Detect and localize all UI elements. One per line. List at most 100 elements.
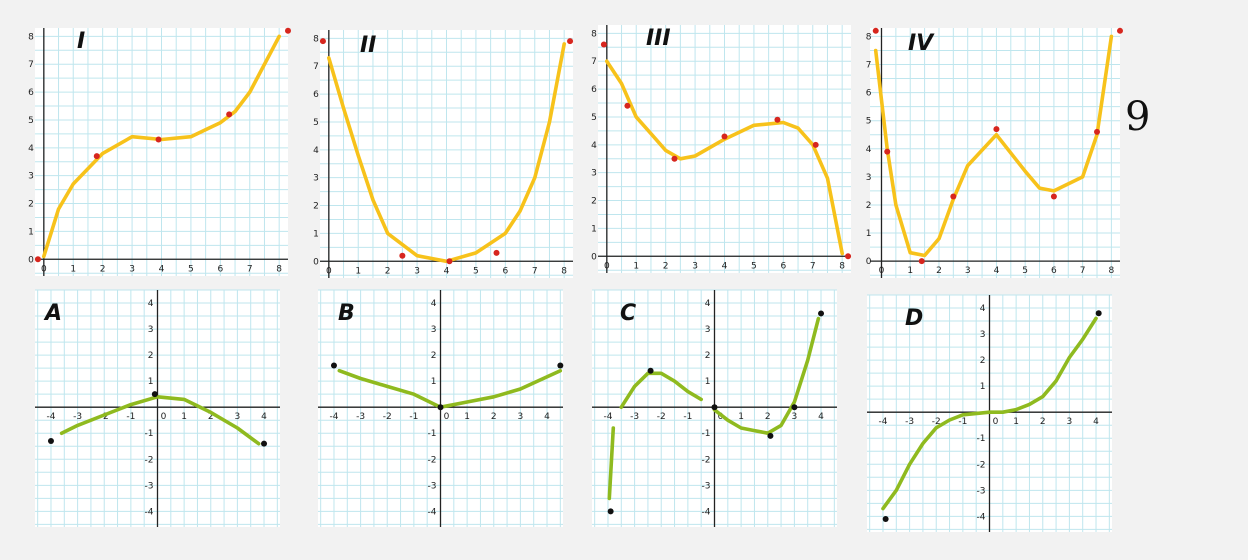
x-tick-label: 2	[936, 266, 942, 276]
y-tick-label: 1	[866, 229, 872, 239]
data-point	[818, 310, 825, 317]
y-tick-label: 4	[866, 145, 872, 155]
data-point	[721, 133, 728, 140]
x-tick-label: 0	[326, 266, 332, 276]
x-tick-label: 0	[879, 266, 885, 276]
data-point	[47, 438, 54, 445]
y-tick-label: 4	[705, 299, 711, 309]
x-tick-label: 2	[1040, 417, 1046, 427]
x-tick-label: 4	[818, 412, 824, 422]
data-point	[624, 102, 631, 109]
y-tick-label: 8	[313, 34, 319, 44]
graph-panel-c: -4 -3 -2 -1 0 1 2 3 4 -4 -3 -2 -1 1 2 3 4 C	[592, 289, 837, 527]
y-tick-label: 5	[28, 116, 34, 126]
y-tick-label: 1	[28, 227, 34, 237]
panel-label: IV	[908, 31, 935, 56]
panel-label: I	[77, 29, 85, 54]
x-tick-label: 2	[491, 412, 497, 422]
x-tick-label: 0	[161, 412, 167, 422]
x-tick-label: 1	[1013, 417, 1019, 427]
x-tick-label: 5	[751, 261, 757, 271]
y-tick-label: 1	[313, 229, 319, 239]
graph-panel-iii: 0 1 2 3 4 5 6 7 8 0 1 2 3 4 5 6 7 8 III	[591, 25, 852, 273]
y-tick-label: 1	[148, 377, 154, 387]
y-tick-label: 3	[980, 330, 986, 340]
panel-label: II	[360, 33, 376, 58]
x-tick-label: 8	[561, 266, 567, 276]
x-tick-label: 3	[965, 266, 971, 276]
y-tick-label: -1	[428, 429, 437, 439]
x-tick-label: 4	[159, 264, 165, 274]
data-point	[884, 148, 891, 155]
data-point	[812, 141, 819, 148]
y-tick-label: 7	[313, 62, 319, 72]
y-tick-label: 3	[866, 173, 872, 183]
panel-label: C	[620, 301, 636, 326]
data-point	[34, 256, 41, 263]
x-tick-label: -3	[356, 412, 365, 422]
data-point	[1095, 310, 1102, 317]
x-tick-label: -1	[683, 412, 692, 422]
y-tick-label: 1	[705, 377, 711, 387]
y-tick-label: 2	[148, 351, 154, 361]
x-tick-label: 1	[738, 412, 744, 422]
data-point	[567, 38, 574, 45]
y-tick-label: 4	[431, 299, 437, 309]
y-tick-label: -2	[145, 455, 154, 465]
x-tick-label: 5	[473, 266, 479, 276]
data-point	[226, 111, 233, 118]
x-tick-label: 7	[247, 264, 253, 274]
y-tick-label: -3	[145, 481, 154, 491]
y-tick-label: 6	[313, 90, 319, 100]
data-point	[330, 362, 337, 369]
y-tick-label: 0	[866, 257, 872, 267]
y-tick-label: -3	[702, 481, 711, 491]
graph-panel-a: -4 -3 -2 -1 0 1 2 3 4 -4 -3 -2 -1 1 2 3 4 A	[35, 289, 280, 527]
x-tick-label: 3	[792, 412, 798, 422]
x-tick-label: 0	[993, 417, 999, 427]
data-point	[319, 38, 326, 45]
x-tick-label: 2	[208, 412, 214, 422]
y-tick-label: 2	[591, 197, 597, 207]
data-point	[399, 252, 406, 259]
x-tick-label: -3	[73, 412, 82, 422]
x-tick-label: 3	[414, 266, 420, 276]
graph-panel-iv: 0 1 2 3 4 5 6 7 8 0 1 2 3 4 5 6 7 8 IV	[866, 27, 1123, 278]
y-tick-label: 3	[431, 325, 437, 335]
series-line	[873, 34, 1114, 258]
data-point	[711, 404, 718, 411]
data-point	[93, 153, 100, 160]
x-tick-label: -4	[329, 412, 338, 422]
x-tick-label: -2	[657, 412, 666, 422]
x-tick-label: 5	[1022, 266, 1028, 276]
y-tick-label: -2	[702, 455, 711, 465]
y-tick-label: 3	[148, 325, 154, 335]
y-tick-label: 6	[28, 88, 34, 98]
x-tick-label: -1	[409, 412, 418, 422]
panel-label: III	[646, 26, 671, 51]
graph-panel-b: -4 -3 -2 -1 0 1 2 3 4 -4 -3 -2 -1 1 2 3 4 B	[318, 289, 564, 527]
x-tick-label: 8	[839, 261, 845, 271]
data-point	[647, 367, 654, 374]
x-tick-label: 1	[355, 266, 361, 276]
x-tick-label: 0	[604, 261, 610, 271]
y-tick-label: 2	[866, 201, 872, 211]
x-tick-label: -4	[878, 417, 887, 427]
x-tick-label: 4	[261, 412, 267, 422]
x-tick-label: 1	[70, 264, 76, 274]
y-tick-label: 4	[980, 304, 986, 314]
y-tick-label: 2	[705, 351, 711, 361]
series-line	[712, 316, 821, 436]
grid	[870, 28, 1120, 278]
series-line	[881, 316, 1098, 511]
y-tick-label: -3	[977, 486, 986, 496]
y-tick-label: 0	[28, 255, 34, 265]
data-point	[1050, 193, 1057, 200]
x-tick-label: -4	[46, 412, 55, 422]
y-tick-label: 6	[591, 85, 597, 95]
y-tick-label: 3	[28, 172, 34, 182]
y-tick-label: -4	[428, 507, 437, 517]
x-tick-label: 1	[464, 412, 470, 422]
data-point	[151, 391, 158, 398]
